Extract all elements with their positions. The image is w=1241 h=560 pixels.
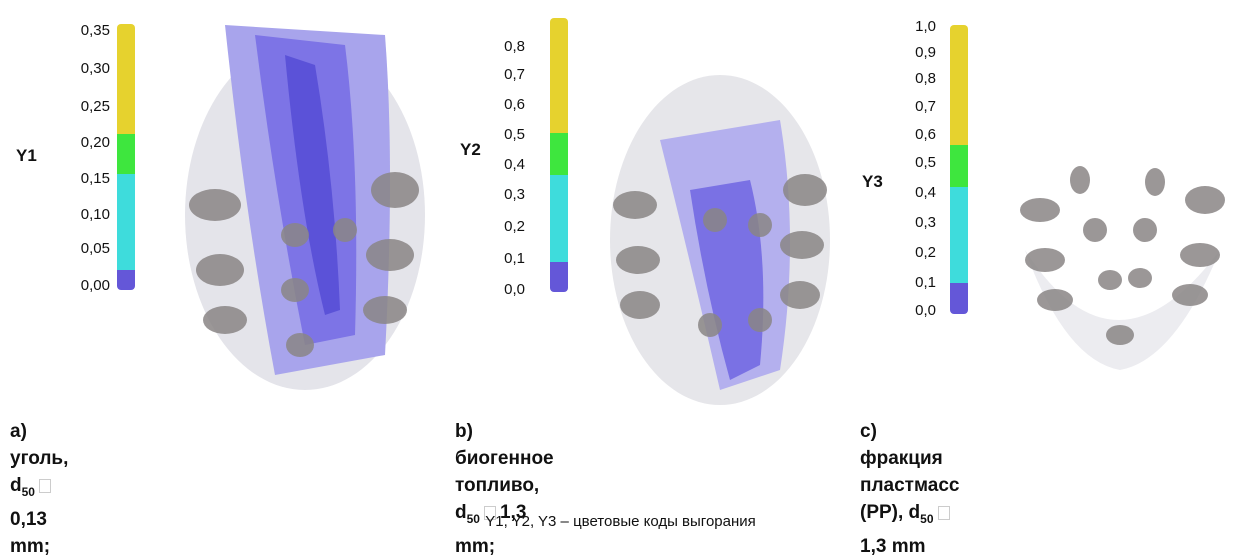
tick-label: 0,1 bbox=[915, 274, 936, 291]
caption-c-subscript: 50 bbox=[920, 511, 934, 526]
tick-label: 0,25 bbox=[80, 98, 110, 115]
tick-label: 0,5 bbox=[504, 126, 525, 143]
missing-glyph-box bbox=[483, 505, 496, 520]
footnote: Y1, Y2, Y3 – цветовые коды выгорания bbox=[485, 513, 756, 530]
caption-c-line2: 1,3 mm bbox=[860, 535, 926, 557]
tick-label: 0,1 bbox=[504, 250, 525, 267]
tick-label: 0,5 bbox=[915, 154, 936, 171]
tick-label: 0,7 bbox=[504, 66, 525, 83]
burnout-plume-c bbox=[1020, 166, 1225, 370]
tick-label: 0,3 bbox=[915, 214, 936, 231]
tick-label: 0,4 bbox=[915, 184, 936, 201]
burnout-plume-b bbox=[610, 75, 830, 405]
caption-b-line2: mm; bbox=[455, 535, 496, 557]
tick-label: 0,6 bbox=[504, 96, 525, 113]
tick-label: 0,00 bbox=[80, 277, 110, 294]
caption-b-text: b) биогенное топливо, d bbox=[455, 421, 554, 523]
caption-c: c) фракция пластмасс (PP), d50 1,3 mm bbox=[860, 418, 960, 560]
color-scale-bar-b bbox=[550, 18, 568, 292]
tick-label: 0,4 bbox=[504, 156, 525, 173]
caption-a-text: a) уголь, d bbox=[10, 421, 69, 496]
caption-c-text: c) фракция пластмасс (PP), d bbox=[860, 421, 960, 523]
y1-label: Y1 bbox=[16, 146, 37, 165]
tick-label: 0,10 bbox=[80, 206, 110, 223]
burnout-plume-a bbox=[185, 25, 425, 390]
tick-label: 1,0 bbox=[915, 18, 936, 35]
color-scale-bar-a bbox=[117, 24, 135, 290]
caption-a-subscript: 50 bbox=[21, 484, 35, 499]
caption-b-subscript: 50 bbox=[466, 511, 480, 526]
tick-label: 0,2 bbox=[504, 218, 525, 235]
tick-label: 0,0 bbox=[915, 302, 936, 319]
tick-label: 0,8 bbox=[504, 38, 525, 55]
y3-label: Y3 bbox=[862, 172, 883, 191]
caption-a: a) уголь, d500,13 mm; bbox=[10, 418, 68, 560]
missing-glyph-box bbox=[38, 478, 51, 493]
tick-label: 0,8 bbox=[915, 70, 936, 87]
color-scale-bar-c bbox=[950, 25, 968, 314]
tick-label: 0,7 bbox=[915, 98, 936, 115]
tick-label: 0,30 bbox=[80, 60, 110, 77]
caption-b-value: 1,3 bbox=[499, 502, 527, 523]
tick-label: 0,6 bbox=[915, 126, 936, 143]
tick-label: 0,35 bbox=[80, 22, 110, 39]
tick-label: 0,9 bbox=[915, 44, 936, 61]
tick-label: 0,3 bbox=[504, 186, 525, 203]
tick-label: 0,0 bbox=[504, 281, 525, 298]
caption-b: b) биогенное топливо, d50 1,3 mm; bbox=[455, 418, 554, 560]
tick-label: 0,05 bbox=[80, 240, 110, 257]
tick-label: 0,20 bbox=[80, 134, 110, 151]
y2-label: Y2 bbox=[460, 140, 481, 159]
missing-glyph-box bbox=[937, 505, 950, 520]
tick-label: 0,15 bbox=[80, 170, 110, 187]
tick-label: 0,2 bbox=[915, 244, 936, 261]
